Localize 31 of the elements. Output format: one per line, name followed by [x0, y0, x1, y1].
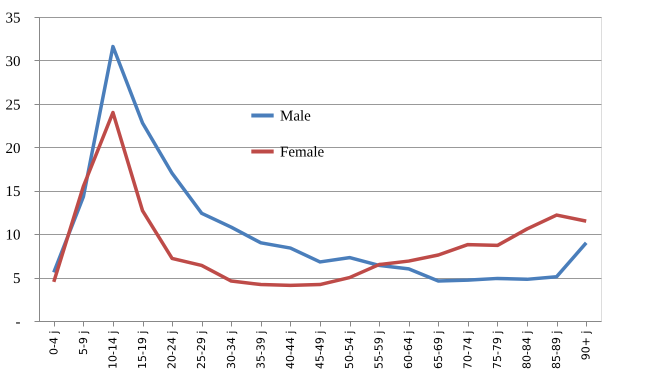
x-tick-label: 50-54 j	[343, 330, 356, 370]
y-tick-label: 35	[6, 10, 20, 26]
x-tick-label: 65-69 j	[432, 330, 445, 370]
x-tick-label: 15-19 j	[136, 330, 150, 370]
x-tick-label: 40-44 j	[284, 330, 297, 370]
y-tick-label: 30	[6, 54, 20, 70]
legend-label: Male	[280, 108, 312, 124]
x-tick-label: 70-74 j	[461, 330, 474, 370]
x-tick-label: 90+ j	[580, 330, 593, 360]
y-tick-label: 15	[6, 184, 20, 200]
legend-label: Female	[280, 144, 324, 160]
y-tick-label: -	[16, 314, 20, 330]
x-tick-label: 80-84 j	[520, 330, 534, 370]
line-series	[52, 110, 588, 288]
x-tick-label: 0-4 j	[47, 330, 60, 356]
x-tick-label: 75-79 j	[490, 330, 504, 370]
y-tick-label: 25	[6, 97, 20, 114]
x-tick-label: 25-29 j	[195, 330, 208, 370]
x-tick-label: 45-49 j	[314, 330, 326, 370]
x-tick-label: 5-9 j	[76, 330, 90, 356]
x-tick-label: 30-34 j	[224, 330, 238, 370]
x-tick-label: 60-64 j	[402, 330, 416, 370]
y-tick-label: 5	[13, 271, 20, 288]
y-tick-label: 10	[6, 228, 20, 244]
y-tick-label: 20	[6, 140, 20, 157]
x-tick-label: 85-89 j	[550, 330, 564, 370]
x-tick-label: 20-24 j	[166, 330, 179, 370]
x-tick-label: 55-59 j	[372, 330, 386, 370]
x-tick-label: 35-39 j	[254, 330, 268, 370]
line-series	[52, 44, 588, 283]
x-tick-label: 10-14 j	[106, 330, 120, 370]
